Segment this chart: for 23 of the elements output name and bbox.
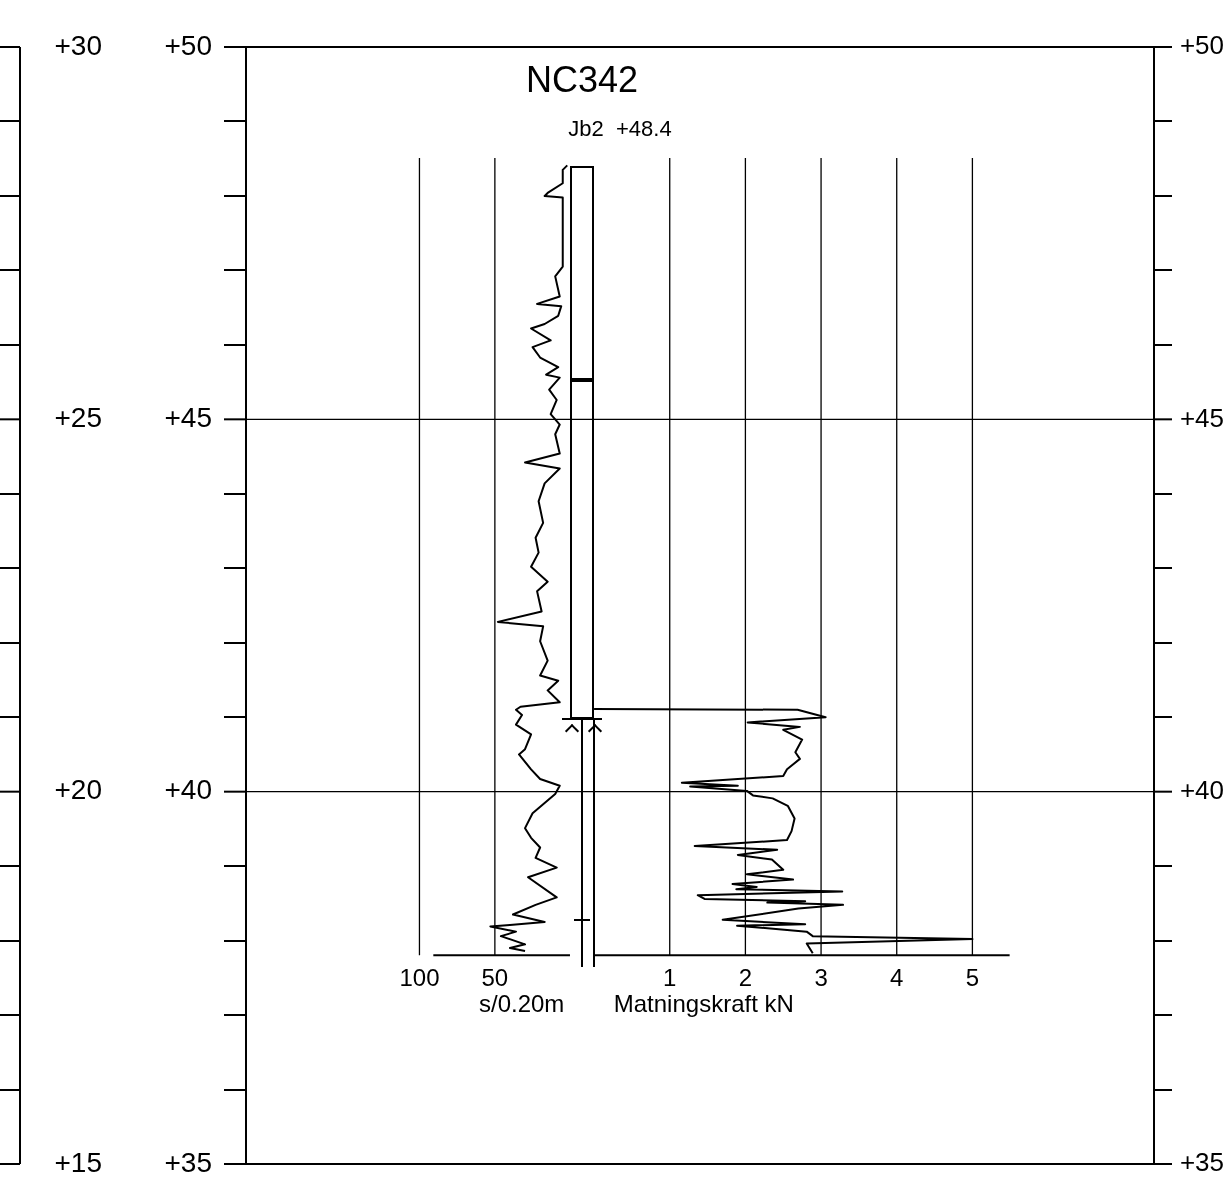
y2-tick-label: +20 (54, 774, 102, 806)
y3-tick-label: +45 (164, 402, 212, 434)
x-axis-title: Matningskraft kN (613, 989, 794, 1017)
x2-axis-title: s/0.20m (478, 989, 565, 1017)
y-tick-label: +40 (1179, 774, 1224, 805)
y-tick-label: +50 (1179, 30, 1224, 61)
y3-tick-label: +40 (164, 774, 212, 806)
x-tick-label: 4 (890, 963, 904, 991)
chart-title: NC342 (525, 58, 639, 100)
y2-tick-label: +25 (54, 402, 102, 434)
y2-tick-label: +30 (54, 29, 102, 61)
x2-tick-label: 50 (481, 963, 509, 991)
x-tick-label: 2 (738, 963, 753, 991)
x-tick-label: 5 (965, 963, 980, 991)
y-tick-label: +35 (1179, 1147, 1224, 1178)
y-tick-label: +45 (1179, 402, 1224, 433)
x-tick-label: 1 (663, 963, 677, 991)
text: Jb2 +48.4 (568, 116, 672, 142)
x2-tick-label: 100 (399, 963, 440, 991)
x-tick-label: 3 (814, 963, 828, 991)
y3-tick-label: +35 (164, 1146, 212, 1178)
y2-tick-label: +15 (54, 1146, 102, 1178)
y3-tick-label: +50 (164, 29, 212, 61)
